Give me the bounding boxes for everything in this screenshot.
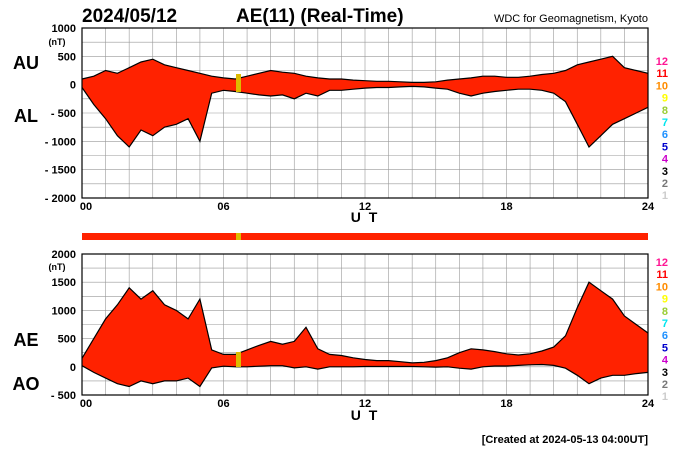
x-tick-label: 00 — [80, 201, 92, 213]
y-tick-label: 500 — [58, 51, 76, 63]
al-series-line — [81, 85, 649, 148]
station-count-label: 5 — [662, 342, 668, 354]
station-count-label: 7 — [662, 318, 668, 330]
x-tick-label: 00 — [80, 398, 92, 410]
station-count-label: 12 — [656, 257, 668, 269]
ae-ao-panel: 2000 1500 1000 500 0 - 500 00 06 12 18 24 (nT) AE… — [13, 249, 655, 423]
y-tick-label: - 2000 — [45, 193, 76, 205]
ae-ao-unit-label: (nT) — [49, 262, 66, 272]
y-tick-label: - 1500 — [45, 165, 76, 177]
station-count-label: 3 — [662, 166, 668, 178]
y-tick-label: 1000 — [52, 305, 76, 317]
au-al-x-tick-labels: 00 06 12 18 24 — [80, 201, 655, 213]
x-tick-label: 24 — [642, 398, 655, 410]
station-count-label: 11 — [656, 68, 668, 80]
x-tick-label: 06 — [217, 201, 229, 213]
station-count-label: 5 — [662, 141, 668, 153]
x-tick-label: 12 — [359, 201, 371, 213]
station-count-label: 2 — [662, 178, 668, 190]
y-tick-label: 2000 — [52, 249, 76, 261]
station-count-label: 10 — [656, 80, 668, 92]
ao-series-line — [81, 363, 649, 388]
header-title: AE(11) (Real-Time) — [236, 6, 404, 27]
station-count-label: 9 — [662, 93, 668, 105]
x-tick-label: 24 — [642, 201, 655, 213]
y-tick-label: 0 — [70, 80, 76, 92]
y-tick-label: - 500 — [51, 390, 76, 402]
ae-ao-x-axis-label: U T — [351, 407, 380, 423]
x-tick-label: 18 — [500, 398, 512, 410]
ae-ao-envelope-area — [82, 282, 648, 387]
ae-ao-frame — [81, 253, 649, 396]
al-label: AL — [14, 106, 38, 126]
station-count-label: 6 — [662, 330, 668, 342]
station-count-label: 6 — [662, 129, 668, 141]
station-status-bar-marker — [236, 233, 241, 240]
station-count-label: 11 — [656, 269, 668, 281]
station-count-label: 8 — [662, 306, 668, 318]
y-tick-label: 500 — [58, 334, 76, 346]
au-al-highlight-marker — [236, 74, 241, 92]
station-count-label: 9 — [662, 294, 668, 306]
station-count-label: 7 — [662, 117, 668, 129]
station-count-label: 10 — [656, 281, 668, 293]
station-count-label: 2 — [662, 379, 668, 391]
station-count-label: 1 — [662, 391, 668, 403]
au-series-line — [81, 55, 649, 83]
au-al-frame — [81, 27, 649, 199]
station-count-label: 4 — [662, 355, 669, 367]
station-status-bar — [82, 233, 648, 240]
au-al-unit-label: (nT) — [49, 37, 66, 47]
ae-label: AE — [13, 330, 38, 350]
y-tick-label: - 500 — [51, 108, 76, 120]
ae-series-line — [81, 281, 649, 364]
station-count-label: 12 — [656, 56, 668, 68]
x-tick-label: 12 — [359, 398, 371, 410]
y-tick-label: - 1000 — [45, 136, 76, 148]
x-tick-label: 18 — [500, 201, 512, 213]
au-al-y-tick-labels: 1000 500 0 - 500 - 1000 - 1500 - 2000 — [45, 23, 76, 205]
station-count-label: 3 — [662, 367, 668, 379]
header-source: WDC for Geomagnetism, Kyoto — [494, 13, 648, 25]
x-tick-label: 06 — [217, 398, 229, 410]
y-tick-label: 1000 — [52, 23, 76, 35]
au-al-panel: 1000 500 0 - 500 - 1000 - 1500 - 2000 00 06 12 18… — [13, 23, 655, 225]
station-count-label: 1 — [662, 190, 668, 202]
y-tick-label: 1500 — [52, 277, 76, 289]
au-al-envelope-area — [82, 56, 648, 147]
au-al-x-axis-label: U T — [351, 209, 380, 225]
ae-ao-highlight-marker — [236, 352, 241, 367]
created-timestamp: [Created at 2024-05-13 04:00UT] — [482, 434, 649, 446]
station-count-label: 4 — [662, 154, 669, 166]
y-tick-label: 0 — [70, 362, 76, 374]
header-date: 2024/05/12 — [82, 6, 177, 27]
au-label: AU — [13, 53, 39, 73]
ao-label: AO — [13, 374, 40, 394]
station-count-label: 8 — [662, 105, 668, 117]
ae-ao-y-tick-labels: 2000 1500 1000 500 0 - 500 — [51, 249, 76, 402]
ae-ao-x-tick-labels: 00 06 12 18 24 — [80, 398, 655, 410]
